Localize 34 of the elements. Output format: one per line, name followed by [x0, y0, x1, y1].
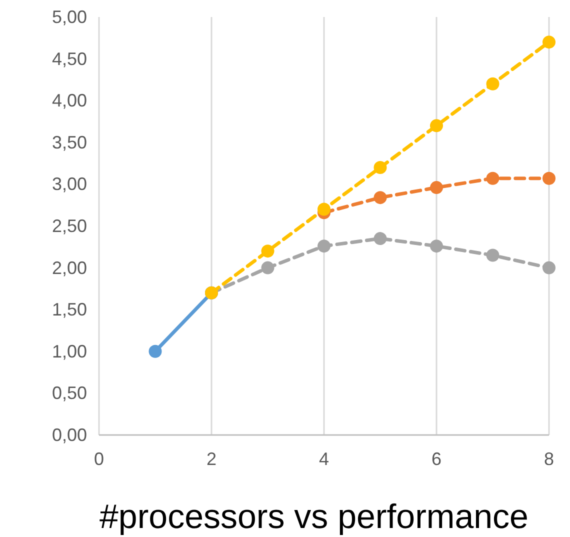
point [542, 36, 556, 49]
point [486, 172, 500, 185]
point [261, 261, 274, 274]
y-tick-label: 1,50 [52, 300, 87, 320]
point [261, 244, 274, 258]
point [374, 160, 387, 174]
text: #processors vs performance [100, 498, 528, 536]
point [148, 344, 162, 358]
point [486, 248, 500, 262]
point [542, 261, 556, 274]
x-tick-label: 8 [544, 449, 554, 469]
point [318, 202, 330, 216]
x-tick-label: 4 [318, 449, 330, 469]
point [430, 240, 443, 253]
point [318, 240, 330, 253]
y-tick-label: 2,50 [52, 216, 87, 236]
y-tick-label: 3,50 [52, 132, 87, 152]
y-tick-label: 4,50 [52, 48, 87, 69]
y-tick-label: 1,00 [52, 341, 87, 362]
x-tick-label: 2 [206, 449, 217, 469]
y-tick-label: 2,00 [52, 258, 87, 278]
y-tick-label: 3,00 [52, 174, 87, 194]
y-tick-label: 0,50 [52, 383, 87, 404]
y-tick-label: 0,00 [52, 425, 87, 445]
point [486, 77, 500, 90]
point [374, 191, 387, 204]
x-tick-label: 6 [431, 449, 442, 469]
point [374, 232, 387, 246]
y-tick-label: 5,00 [52, 7, 87, 27]
point [542, 172, 556, 185]
y-tick-label: 4,00 [52, 90, 87, 111]
point [430, 119, 443, 132]
x-tick-label: 0 [94, 449, 104, 469]
point [430, 181, 443, 194]
